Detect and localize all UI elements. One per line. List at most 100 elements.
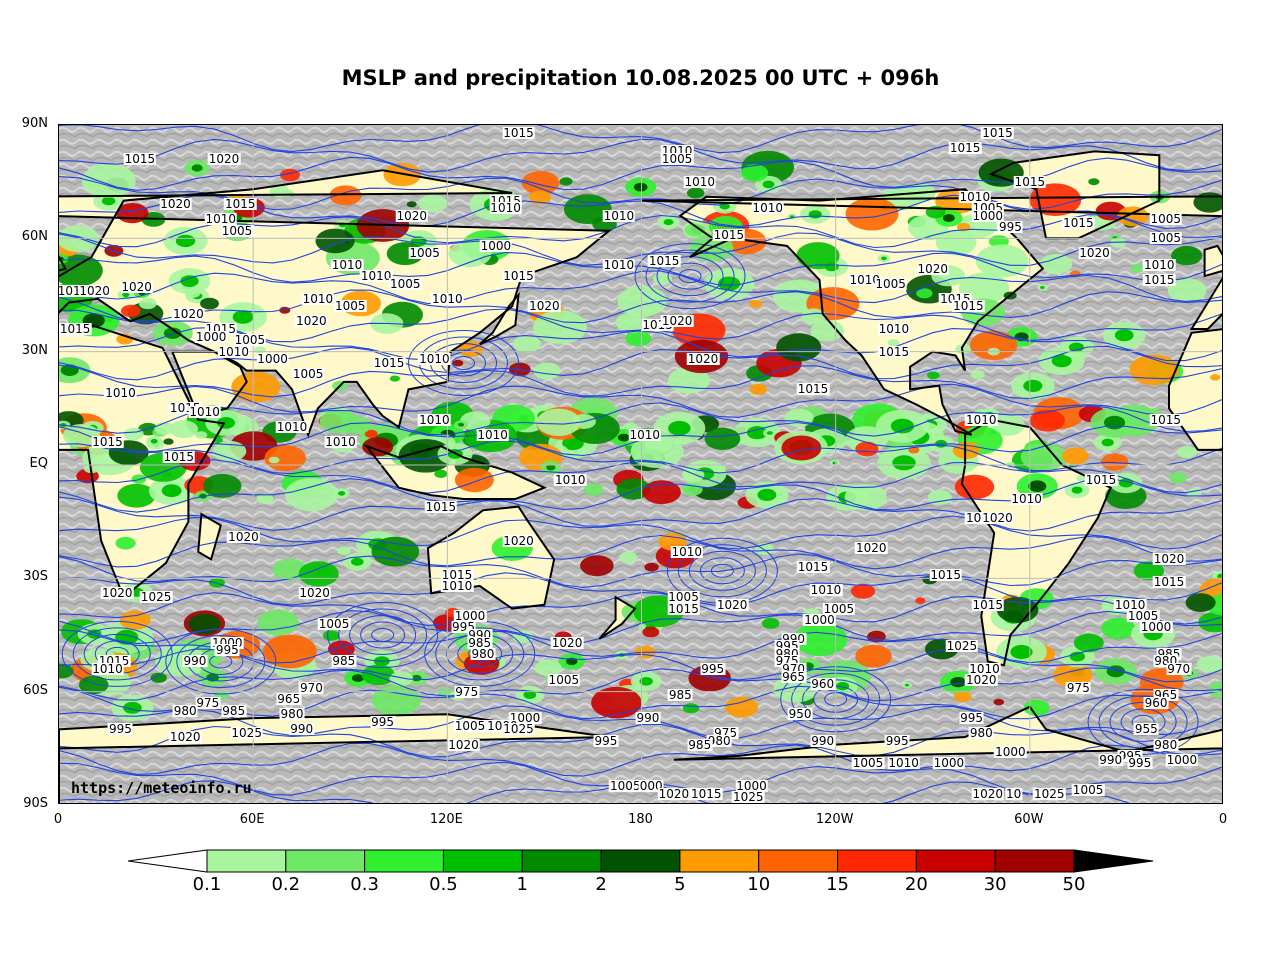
coastline-japan	[479, 291, 520, 346]
isobar-value-label: 1005	[1126, 609, 1160, 624]
precip-cell	[801, 308, 827, 324]
isobar-value-label: 1015	[502, 126, 535, 140]
isobar-value-label: 1000	[479, 238, 513, 253]
precip-cell	[1101, 453, 1129, 471]
isobar-value-label: 1010	[554, 473, 587, 488]
precip-core	[1010, 644, 1033, 660]
colorbar-tick-label: 0.1	[192, 874, 222, 895]
colorbar-tick-label: 20	[904, 874, 928, 895]
isobar-value-label: 1015	[123, 152, 157, 166]
isobar-value-label: 1015	[981, 126, 1014, 140]
precip-core	[663, 219, 674, 226]
isobar-value-label: 995	[959, 711, 985, 726]
isobar-value-label: 1015	[424, 499, 458, 514]
precip-cell	[115, 536, 136, 550]
coastline-indonesia	[363, 444, 547, 500]
precip-cell	[154, 422, 175, 435]
precip-core	[904, 683, 910, 687]
coastline-madagascar	[197, 512, 222, 561]
precip-core	[617, 433, 630, 442]
precip-cell	[1020, 442, 1067, 472]
isobar-value-label: 1010	[104, 386, 137, 401]
colorbar-segment	[600, 849, 681, 873]
isobar-value-label: 965	[276, 692, 302, 707]
isobar-value-label: 1015	[971, 597, 1005, 612]
isobar-value-label: 1005	[408, 246, 441, 261]
precip-cell	[1029, 409, 1065, 432]
precip-core	[892, 455, 916, 471]
precip-cell	[528, 190, 552, 205]
precip-cell	[749, 300, 763, 308]
isobar-value-label: 1010	[848, 272, 882, 287]
isobar-ring	[634, 243, 746, 310]
precip-cell	[559, 177, 573, 186]
isobar-value-label: 960	[810, 677, 836, 692]
isobar-value-label: 1010	[440, 578, 474, 593]
precip-cell	[203, 473, 242, 498]
isobar-ring	[165, 628, 277, 695]
precip-cell	[534, 659, 562, 677]
isobar-value-label: 1015	[1013, 174, 1047, 189]
precip-cell	[120, 304, 141, 317]
isobar-value-label: 1015	[1142, 272, 1176, 287]
isobar-ring	[327, 602, 439, 668]
precip-cell	[256, 493, 274, 505]
precip-core	[942, 214, 955, 222]
isobar-value-label: 990	[635, 711, 661, 726]
precip-cell	[1196, 655, 1222, 673]
longitude-tick-label: 60E	[239, 812, 265, 827]
map-panel: 1015 1015 1015 1020 1010 1005 1015 1010 1015 1020…	[58, 124, 1223, 804]
isobar-ring	[435, 627, 525, 681]
isobar-value-label: 995	[884, 733, 910, 748]
precip-cell	[59, 663, 74, 679]
isobar-value-label: 1010	[1010, 492, 1043, 506]
precip-cell	[364, 429, 378, 438]
colorbar-segment	[758, 849, 839, 873]
land-africa	[1169, 329, 1222, 450]
isobar-value-label: 1015	[1152, 575, 1186, 590]
precip-cell	[630, 435, 684, 468]
isobar-value-label: 1000	[994, 745, 1027, 760]
credit-link[interactable]: https://meteoinfo.ru	[71, 779, 252, 797]
precip-cell	[928, 489, 952, 505]
precip-cell	[887, 339, 900, 347]
isobar-value-label: 1000	[256, 352, 289, 367]
precip-cell	[406, 201, 417, 208]
colorbar-tick-label: 0.2	[271, 874, 301, 895]
isobar-value-label: 995	[370, 714, 396, 729]
precip-cell	[262, 634, 317, 669]
isobar-value-label: 1005	[874, 276, 907, 291]
isobar-value-label: 1020	[686, 352, 720, 367]
isobar-value-label: 1005	[317, 616, 351, 631]
isobar-value-label: 1005	[1149, 231, 1183, 246]
precip-cell	[1210, 374, 1221, 381]
isobar-value-label: 1020	[660, 314, 694, 329]
isobar-value-label: 1025	[732, 790, 765, 804]
isobar-value-label: 1015	[796, 382, 830, 397]
precip-cell	[591, 686, 642, 719]
isobar-value-label: 1015	[1149, 412, 1183, 427]
precip-core	[757, 488, 777, 501]
precip-core	[1068, 342, 1084, 353]
isobar-value-label: 1020	[965, 673, 998, 688]
isobar-ring	[452, 356, 476, 370]
precip-cell	[619, 551, 638, 564]
isobar-value-label: 1010	[330, 257, 364, 272]
precip-core	[161, 484, 182, 498]
isobar-value-label: 1015	[91, 435, 124, 450]
isobar-value-label: 955	[1133, 722, 1159, 737]
precip-core	[1051, 354, 1072, 368]
isobar-ring	[360, 621, 406, 649]
precip-core	[762, 180, 775, 189]
isobar-value-label: 1020	[78, 284, 111, 299]
latitude-tick-label: 30N	[21, 342, 48, 358]
isobar-value-label: 1015	[929, 567, 962, 582]
precip-cell	[762, 617, 780, 629]
isobar-value-label: 1010	[683, 174, 717, 189]
latitude-tick-label: EQ	[29, 456, 48, 471]
precip-cell	[150, 672, 167, 683]
isobar-value-label: 1010	[324, 435, 357, 450]
colorbar-tick-label: 10	[747, 874, 771, 895]
precip-cell	[970, 330, 1018, 360]
precip-cell	[991, 414, 1025, 436]
